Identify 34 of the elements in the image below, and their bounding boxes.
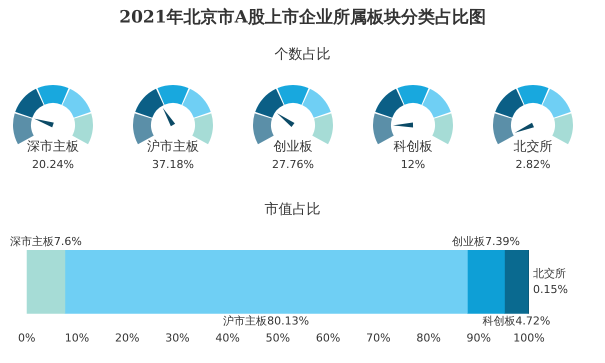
data-label: 0.15% bbox=[532, 282, 568, 296]
series-label: 沪市主板 bbox=[223, 314, 268, 328]
data-label: 12% bbox=[400, 158, 426, 171]
x-tick-label: 80% bbox=[416, 331, 441, 344]
x-tick-label: 20% bbox=[114, 331, 140, 344]
x-tick-label: 10% bbox=[64, 331, 90, 344]
series-label: 北交所 bbox=[532, 266, 566, 280]
category-label: 创业板 bbox=[274, 139, 312, 154]
category-label: 北交所 bbox=[514, 138, 552, 154]
chart-title: 市值占比 bbox=[264, 202, 320, 218]
x-tick-label: 90% bbox=[466, 331, 491, 344]
category-label: 深市主板 bbox=[27, 138, 79, 154]
data-label: 4.72% bbox=[515, 314, 550, 328]
data-label: 27.76% bbox=[272, 158, 314, 171]
x-tick-label: 70% bbox=[366, 331, 391, 344]
text: 2021年北京市A股上市企业所属板块分类占比图 bbox=[119, 7, 486, 28]
x-tick-label: 60% bbox=[316, 331, 340, 344]
data-label: 37.18% bbox=[152, 158, 194, 171]
category-label: 科创板 bbox=[394, 139, 432, 154]
series-label: 深市主板 bbox=[10, 234, 54, 248]
text: 个数占比 bbox=[274, 46, 330, 63]
x-tick-label: 0% bbox=[18, 331, 36, 344]
data-label: 80.13% bbox=[267, 314, 310, 328]
series-label: 科创板 bbox=[482, 314, 516, 328]
data-label: 7.6% bbox=[54, 234, 82, 248]
x-tick-label: 40% bbox=[215, 331, 240, 344]
data-label: 2.82% bbox=[516, 158, 550, 171]
data-label: 20.24% bbox=[32, 158, 74, 171]
data-label: 7.39% bbox=[484, 234, 520, 248]
x-tick-label: 50% bbox=[266, 331, 290, 344]
x-tick-label: 30% bbox=[165, 331, 190, 344]
x-tick-label: 100% bbox=[513, 331, 545, 344]
series-label: 创业板 bbox=[452, 234, 485, 248]
category-label: 沪市主板 bbox=[147, 138, 199, 154]
